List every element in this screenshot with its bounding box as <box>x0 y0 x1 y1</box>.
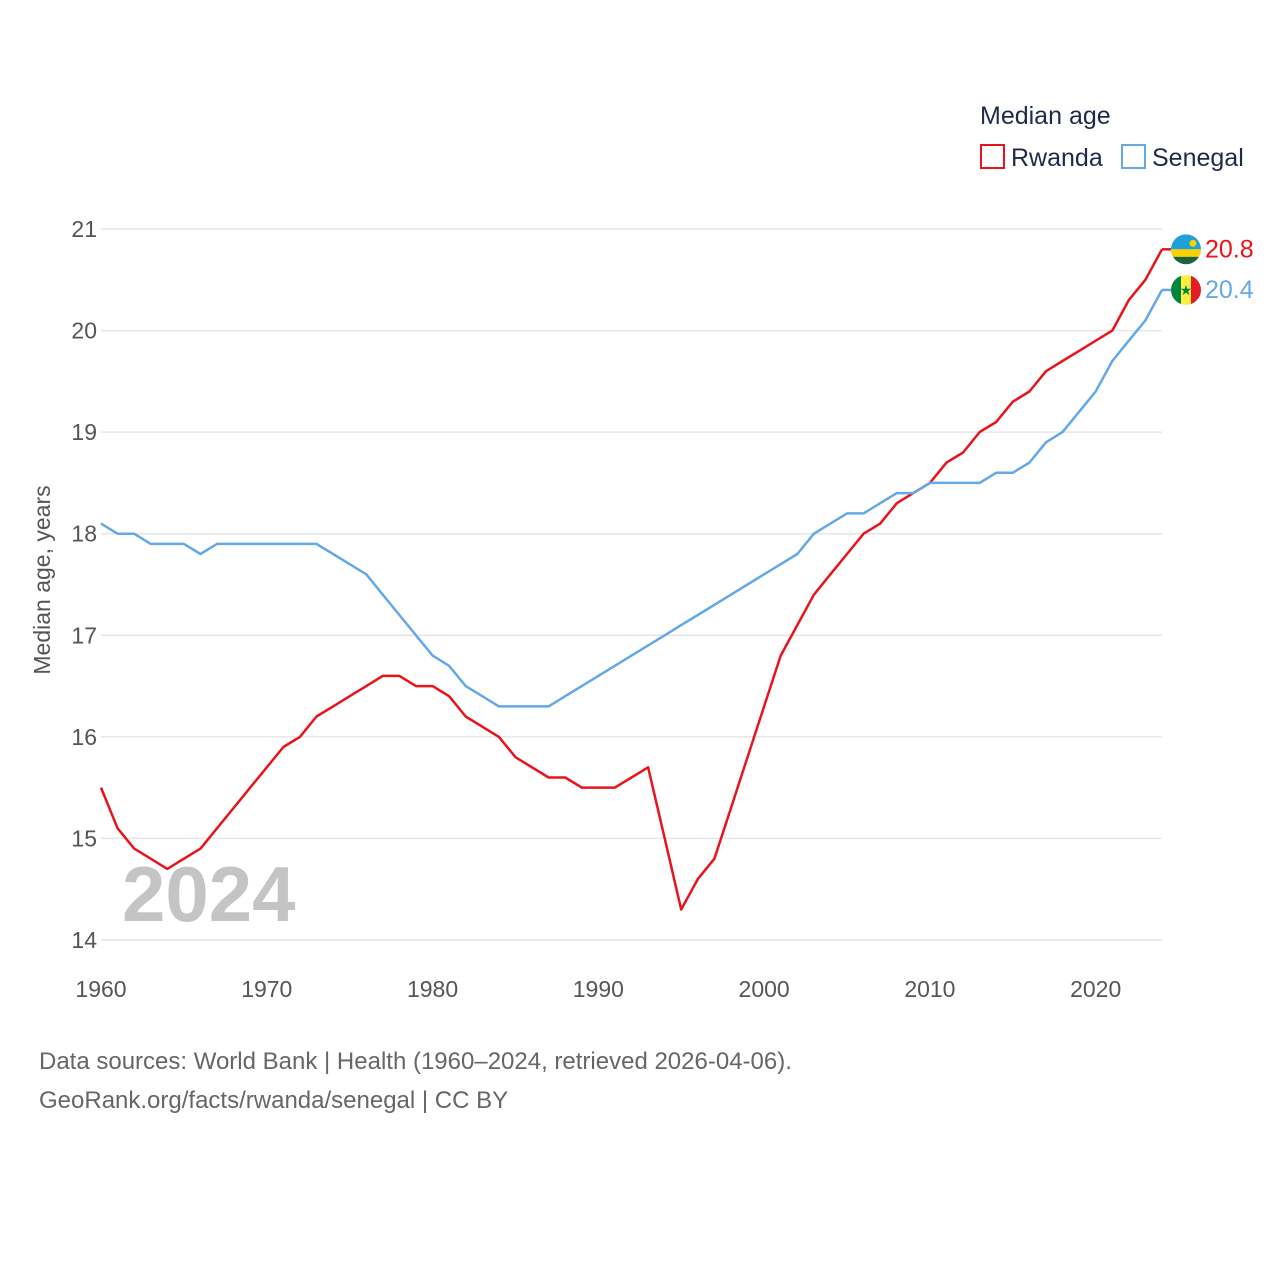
attribution-link[interactable]: GeoRank.org/facts/rwanda/senegal | CC BY <box>39 1087 508 1114</box>
flag-icon-senegal: ★ <box>1171 274 1201 305</box>
y-axis-title: Median age, years <box>29 485 55 674</box>
y-tick-label-17: 17 <box>71 622 97 648</box>
series-line-rwanda[interactable] <box>99 248 1164 911</box>
x-tick-label-2000: 2000 <box>739 976 790 1002</box>
y-tick-label-20: 20 <box>71 318 97 344</box>
y-tick-label-16: 16 <box>71 724 97 750</box>
y-tick-label-19: 19 <box>71 419 97 445</box>
x-tick-label-2020: 2020 <box>1070 976 1121 1002</box>
x-tick-label-1960: 1960 <box>75 976 126 1002</box>
legend-item-rwanda[interactable]: Rwanda <box>980 144 1103 172</box>
legend-swatch-rwanda <box>980 144 1005 169</box>
y-tick-label-15: 15 <box>71 825 97 851</box>
y-tick-label-14: 14 <box>71 927 97 953</box>
series-line-senegal[interactable] <box>100 289 1164 708</box>
x-axis-ticks: 1960 1970 1980 1990 2000 2010 2020 <box>75 976 1121 1002</box>
x-tick-label-2010: 2010 <box>904 976 955 1002</box>
series-lines <box>99 248 1164 911</box>
x-tick-label-1990: 1990 <box>573 976 624 1002</box>
legend-swatch-senegal <box>1121 144 1146 169</box>
data-sources-text: Data sources: World Bank | Health (1960–… <box>39 1048 792 1075</box>
legend-label-senegal: Senegal <box>1152 144 1244 172</box>
sun-icon <box>1189 239 1197 247</box>
legend-title: Median age <box>980 102 1111 130</box>
end-labels: 20.8 ★ 20.4 <box>1162 234 1254 305</box>
y-tick-label-21: 21 <box>71 216 97 242</box>
y-axis-ticks: 14 15 16 17 18 19 20 21 <box>71 216 97 953</box>
end-value-label-rwanda: 20.8 <box>1205 235 1254 263</box>
y-tick-label-18: 18 <box>71 521 97 547</box>
x-tick-label-1970: 1970 <box>241 976 292 1002</box>
year-watermark: 2024 <box>122 850 296 938</box>
legend-label-rwanda: Rwanda <box>1011 144 1103 172</box>
flag-icon-rwanda <box>1171 234 1201 265</box>
star-icon: ★ <box>1180 282 1193 298</box>
end-value-label-senegal: 20.4 <box>1205 276 1254 304</box>
legend-item-senegal[interactable]: Senegal <box>1121 144 1244 172</box>
x-tick-label-1980: 1980 <box>407 976 458 1002</box>
legend: Median age Rwanda Senegal <box>980 102 1244 172</box>
gridlines <box>101 228 1162 941</box>
